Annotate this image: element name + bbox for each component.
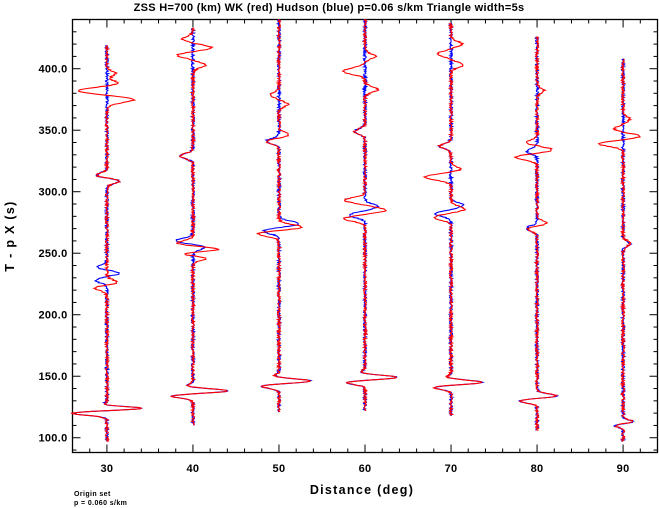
y-tick-label: 200.0 (38, 310, 67, 322)
hudson-trace (345, 18, 398, 411)
wk-trace (256, 19, 311, 413)
hudson-trace (260, 18, 313, 413)
trace-50-deg (256, 18, 313, 413)
wk-trace (169, 27, 228, 426)
trace-70-deg (422, 22, 485, 417)
y-tick-label: 350.0 (38, 125, 67, 137)
wk-trace (597, 58, 641, 442)
hudson-trace (170, 27, 229, 426)
wk-trace (70, 45, 143, 442)
x-tick-label: 50 (273, 463, 286, 475)
wk-trace (422, 22, 483, 416)
x-tick-label: 80 (531, 463, 544, 475)
y-tick-label: 150.0 (38, 371, 67, 383)
wk-trace (341, 18, 398, 412)
x-tick-labels: 30 40 50 60 70 80 90 (100, 463, 629, 475)
trace-30-deg (70, 44, 144, 442)
y-axis-label: T - p X (s) (3, 200, 17, 271)
trace-80-deg (514, 36, 560, 431)
x-axis-label: Distance (deg) (310, 483, 414, 497)
x-tick-label: 40 (187, 463, 200, 475)
trace-40-deg (169, 27, 229, 426)
origin-note: Origin set (74, 491, 111, 498)
x-tick-label: 60 (359, 463, 372, 475)
y-tick-label: 250.0 (38, 248, 67, 260)
y-tick-labels: 100.0 150.0 200.0 250.0 300.0 350.0 400.0 (38, 64, 67, 445)
seismogram-traces (70, 18, 641, 442)
axis-ticks (72, 19, 658, 453)
slowness-note: p = 0.060 s/km (74, 500, 127, 507)
hudson-trace (434, 22, 485, 417)
chart-title: ZSS H=700 (km) WK (red) Hudson (blue) p=… (134, 2, 525, 14)
y-tick-label: 400.0 (38, 64, 67, 76)
y-tick-label: 300.0 (38, 187, 67, 199)
x-tick-label: 30 (100, 463, 113, 475)
trace-60-deg (341, 18, 398, 412)
x-tick-label: 90 (617, 463, 630, 475)
y-tick-label: 100.0 (38, 433, 67, 445)
x-tick-label: 70 (445, 463, 458, 475)
wk-trace (514, 36, 559, 431)
trace-90-deg (597, 58, 641, 442)
